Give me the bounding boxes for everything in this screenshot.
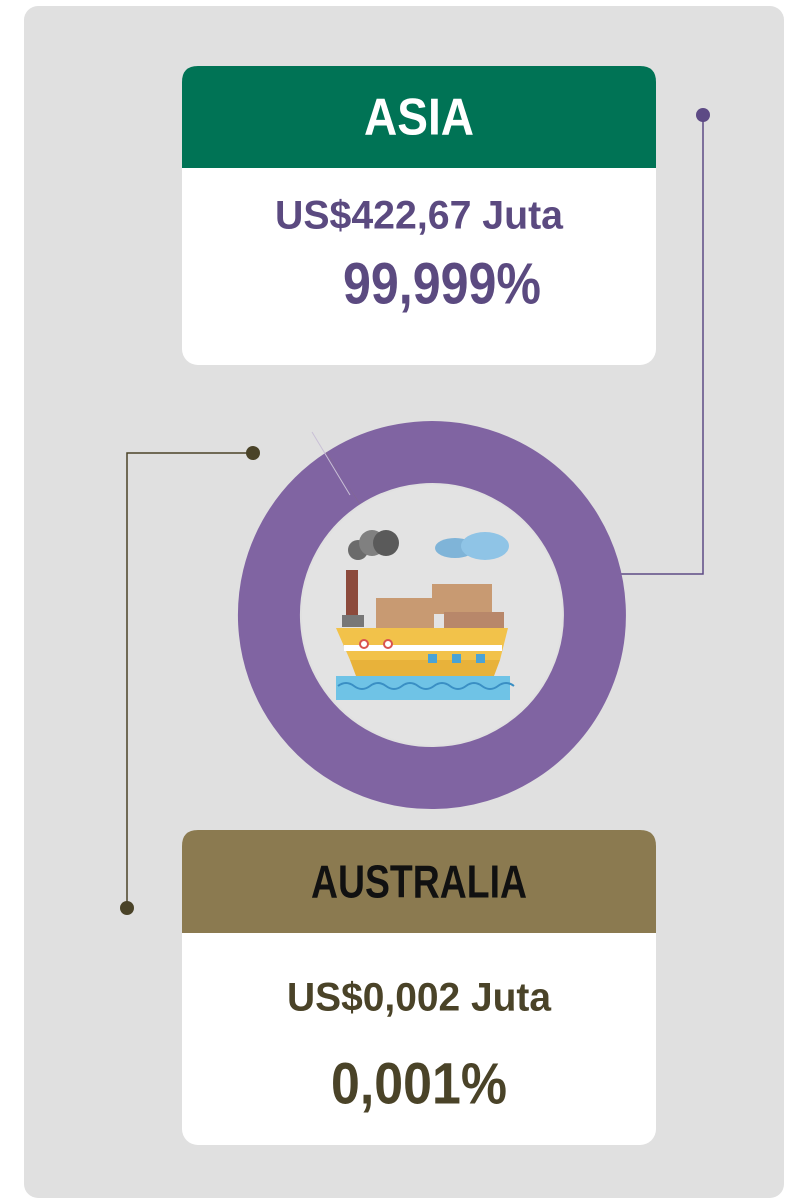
amount-label: US$0,002 Juta xyxy=(287,976,552,1020)
connector-dot xyxy=(589,567,603,581)
percent-label: 0,001% xyxy=(331,1051,507,1116)
card-header xyxy=(182,830,656,933)
connector-dot xyxy=(246,446,260,460)
region-name: ASIA xyxy=(364,89,474,147)
connector-dot xyxy=(696,108,710,122)
region-name: AUSTRALIA xyxy=(311,856,527,908)
connector-dot xyxy=(120,901,134,915)
amount-label: US$422,67 Juta xyxy=(275,194,564,238)
percent-label: 99,999% xyxy=(343,251,541,316)
connector-australia xyxy=(126,452,253,908)
ship-icon xyxy=(302,485,562,745)
card-header xyxy=(182,66,656,168)
connector-asia xyxy=(596,115,704,575)
slice-separator xyxy=(311,431,351,496)
